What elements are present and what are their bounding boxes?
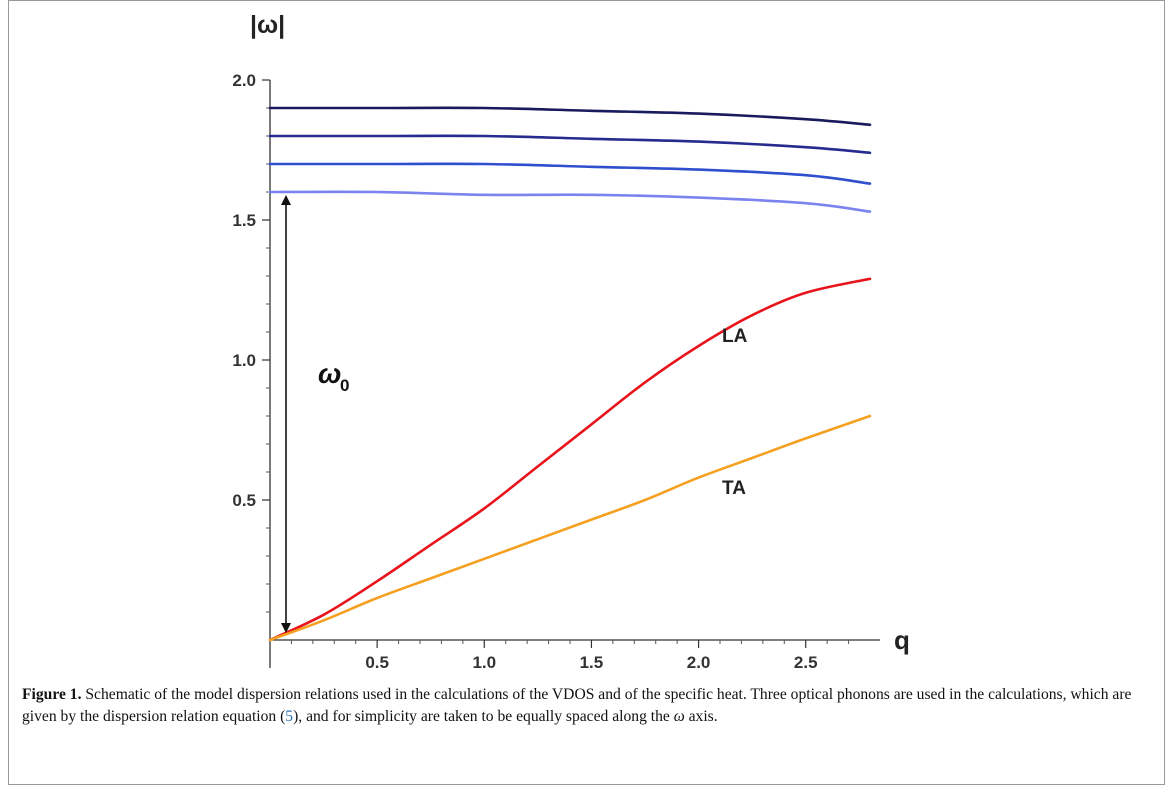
x-tick-label: 1.0	[472, 653, 496, 672]
caption-text-1: Schematic of the model dispersion relati…	[22, 686, 1132, 725]
la-branch-line	[268, 277, 872, 642]
optical-branch-1-line	[268, 106, 872, 127]
y-tick-label: 1.5	[232, 211, 256, 230]
y-tick-label: 1.0	[232, 351, 256, 370]
x-tick-label: 2.5	[794, 653, 818, 672]
y-axis-label: |ω|	[250, 11, 285, 39]
caption-text-3: axis.	[684, 708, 718, 725]
x-tick-label: 1.5	[580, 653, 604, 672]
figure-caption: Figure 1. Schematic of the model dispers…	[22, 684, 1142, 728]
dispersion-chart: 0.5 1.0 1.5 2.0 2.5 0.5 1.0 1.5 2.0 |ω| q ω0 LA TA	[232, 11, 910, 672]
omega0-label: ω	[318, 358, 341, 389]
y-tick-label: 0.5	[232, 491, 256, 510]
omega0-subscript: 0	[340, 376, 349, 395]
x-tick-label: 0.5	[365, 653, 389, 672]
optical-branch-2-line	[268, 134, 872, 155]
caption-text-2: ), and for simplicity are taken to be eq…	[293, 708, 674, 725]
x-axis-label: q	[894, 625, 910, 655]
figure-frame	[8, 0, 1165, 785]
la-label: LA	[722, 326, 748, 347]
equation-ref-link[interactable]: 5	[285, 708, 294, 725]
axes: 0.5 1.0 1.5 2.0 2.5 0.5 1.0 1.5 2.0 |ω| q	[232, 11, 910, 672]
ta-label: TA	[722, 478, 746, 499]
ta-branch-line	[268, 414, 872, 642]
caption-omega: ω	[673, 708, 685, 725]
y-tick-label: 2.0	[232, 71, 256, 90]
optical-branch-4-line	[268, 190, 872, 213]
x-tick-label: 2.0	[687, 653, 711, 672]
series-layer	[268, 106, 872, 642]
annotation-layer: ω0 LA TA	[281, 195, 748, 633]
caption-label: Figure 1.	[22, 686, 82, 703]
optical-branch-3-line	[268, 162, 872, 185]
